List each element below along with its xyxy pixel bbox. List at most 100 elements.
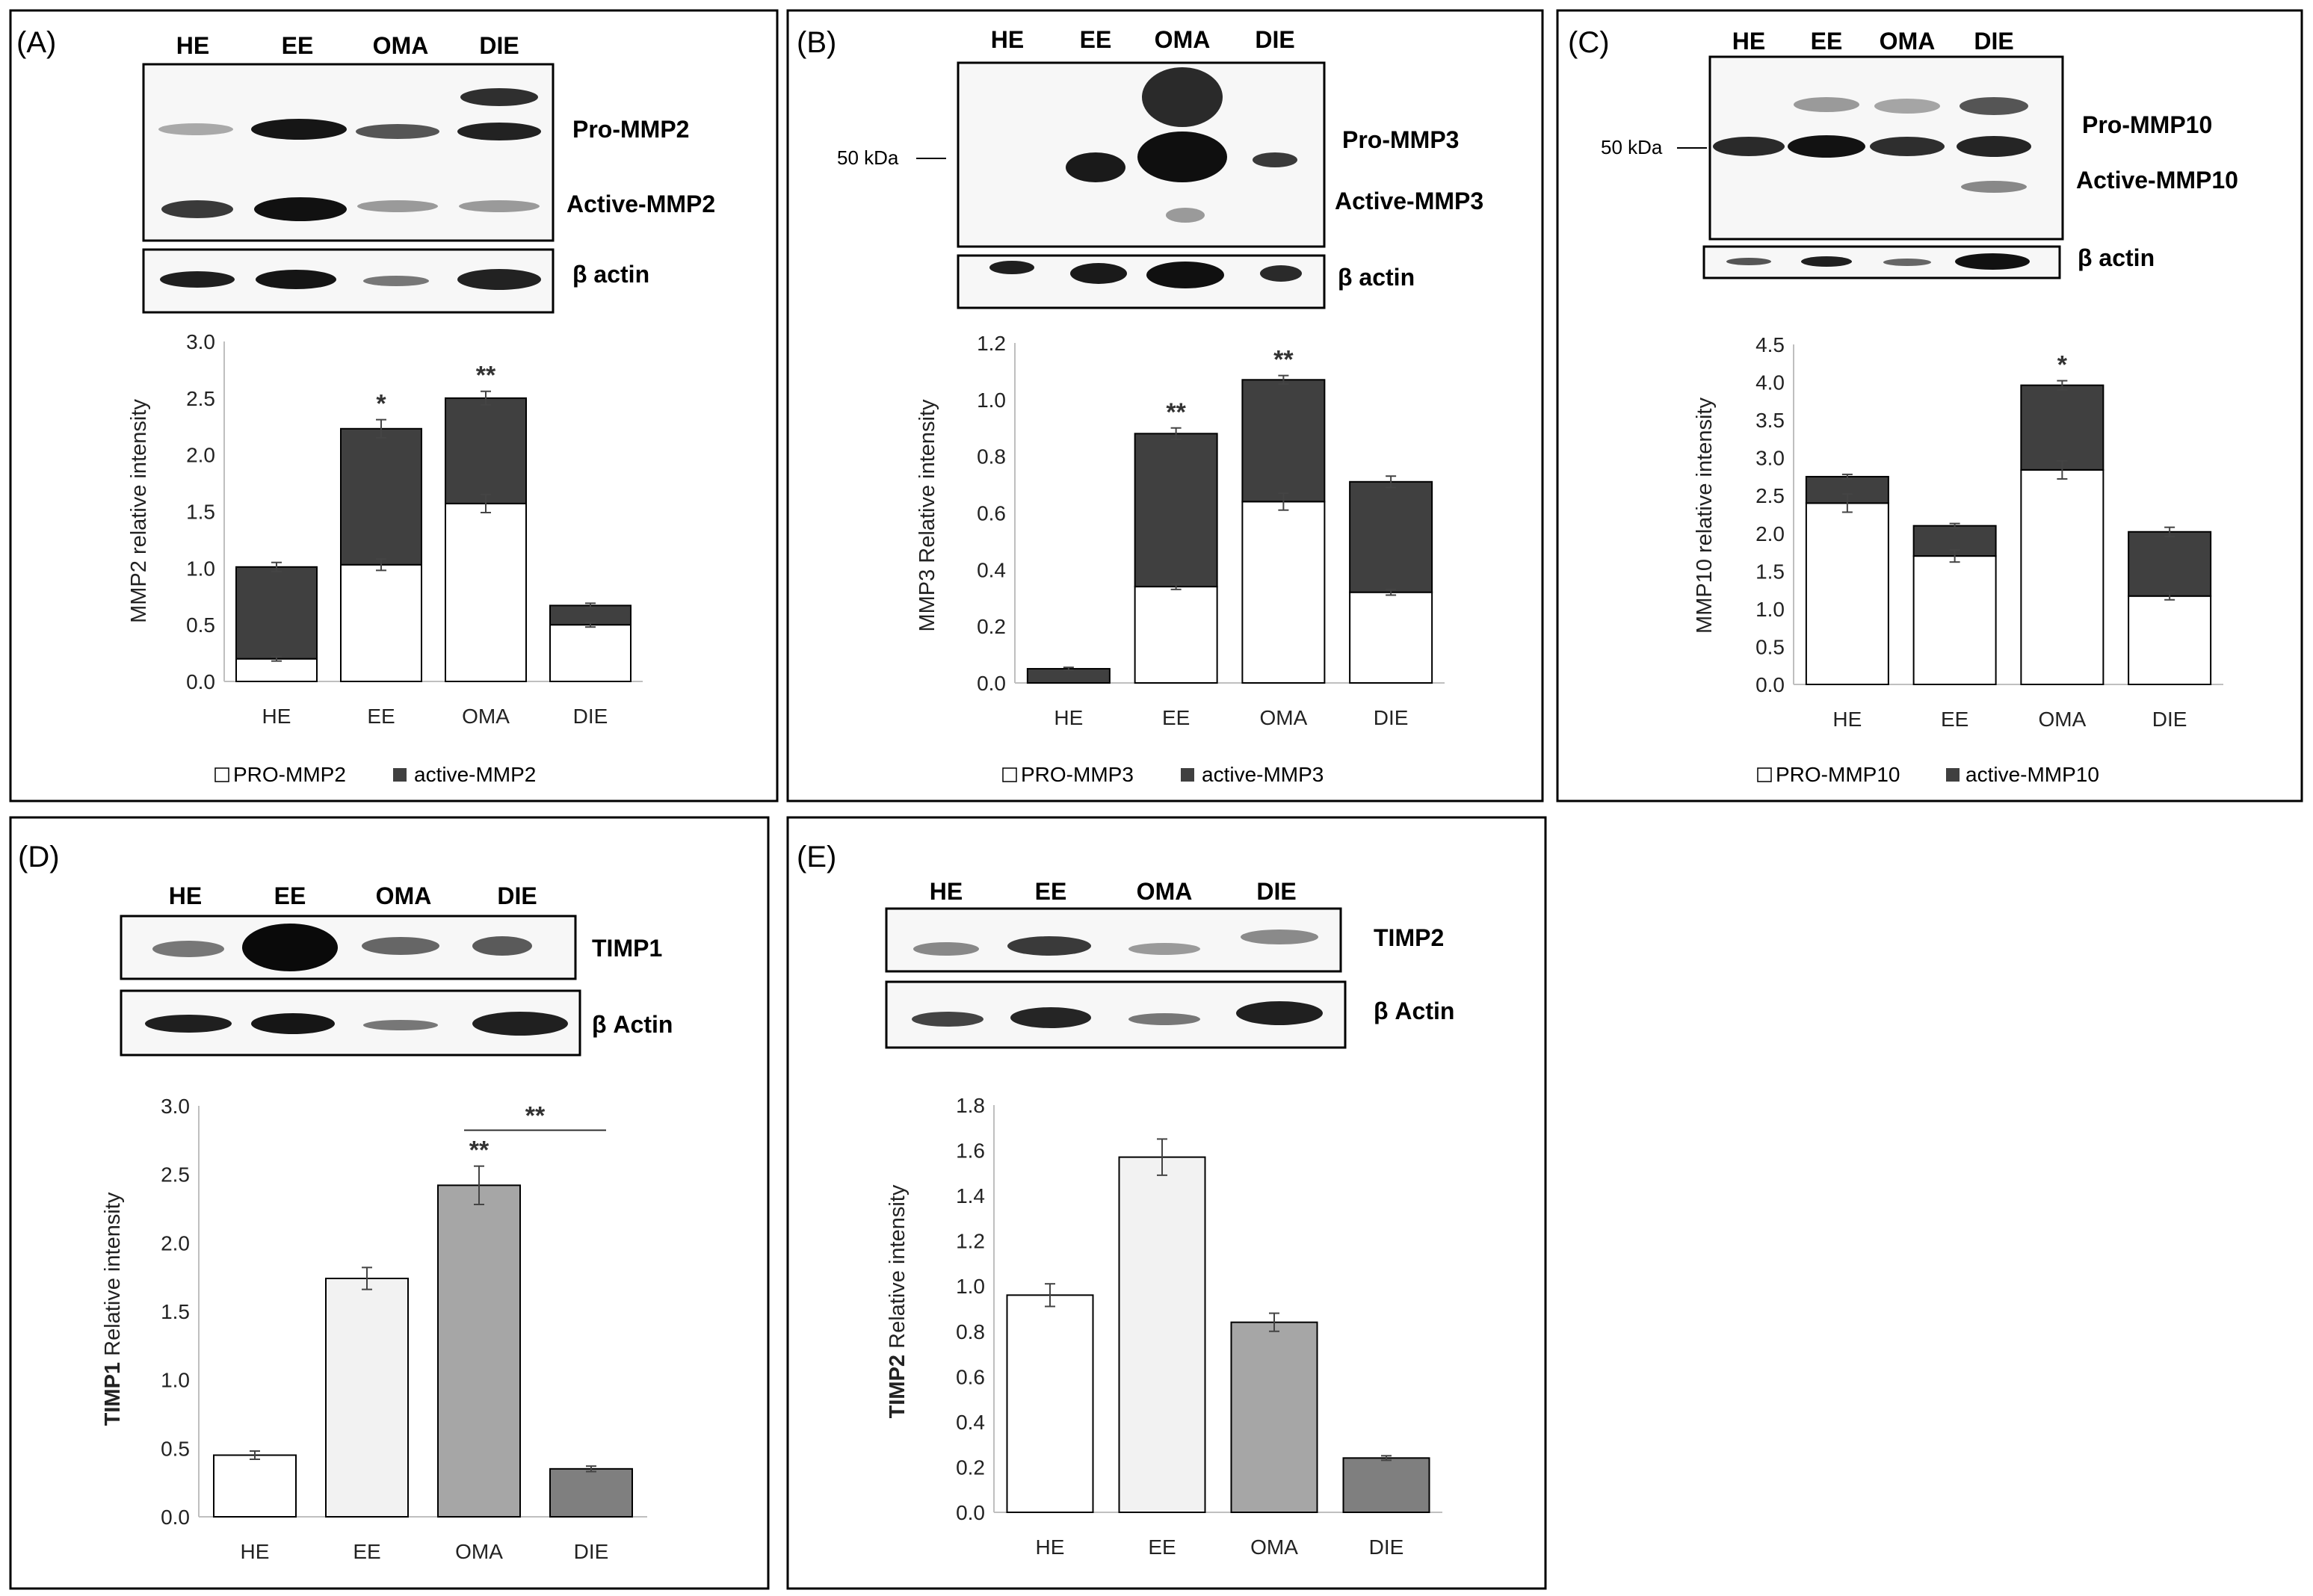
y-tick-label: 2.0 (161, 1231, 190, 1255)
panel-d-label: (D) (18, 841, 60, 873)
bar-segment-active (445, 397, 527, 504)
panel-c-blot: HE EE OMA DIE 50 kDa Pro-MMP10 Active-MM… (1601, 28, 2238, 279)
blot-band (254, 197, 347, 221)
marker-label: 50 kDa (837, 146, 899, 169)
x-tick-label: OMA (455, 1540, 503, 1563)
significance-label: ** (525, 1102, 546, 1130)
blot-band (1955, 253, 2030, 270)
lane-label-he: HE (991, 26, 1024, 53)
blot-band (251, 1013, 335, 1034)
blot-band (1713, 137, 1785, 156)
y-tick-label: 0.0 (186, 670, 215, 693)
lane-label-he: HE (930, 878, 963, 905)
lane-label-ee: EE (1811, 28, 1843, 55)
bar-segment-active (1241, 379, 1326, 503)
y-tick-label: 2.5 (161, 1163, 190, 1187)
blot-band (158, 123, 233, 135)
blot-band (1128, 1013, 1200, 1025)
legend-label-pro: PRO-MMP3 (1021, 763, 1134, 786)
blot-band (1794, 97, 1859, 112)
bar-segment-pro (1134, 586, 1218, 684)
x-tick-label: HE (262, 705, 291, 728)
y-axis-label: MMP3 Relative intensity (915, 399, 939, 632)
blot-band (457, 123, 541, 140)
bar-segment-pro (2020, 468, 2104, 685)
blot-band (1241, 930, 1318, 944)
blot-band (1166, 208, 1205, 223)
blot-band (1236, 1001, 1323, 1025)
panel-d-blot: HE EE OMA DIE TIMP1 β Actin (120, 882, 673, 1057)
band-label-pro: Pro-MMP10 (2082, 111, 2212, 138)
x-tick-label: EE (1162, 706, 1190, 729)
lane-label-die: DIE (479, 32, 519, 59)
y-tick-label: 1.5 (1755, 560, 1785, 583)
bar-segment-active (235, 566, 318, 660)
band-label-pro: Pro-MMP3 (1342, 126, 1459, 153)
lane-label-oma: OMA (1880, 28, 1936, 55)
lane-label-he: HE (169, 882, 202, 909)
y-tick-label: 0.0 (956, 1501, 985, 1524)
blot-band (251, 119, 347, 140)
bar (1118, 1156, 1206, 1514)
significance-label: * (376, 390, 386, 418)
x-tick-label: HE (241, 1540, 270, 1563)
significance-label: * (2057, 351, 2068, 380)
band-label-active: Active-MMP10 (2076, 167, 2238, 194)
y-tick-label: 0.4 (956, 1411, 985, 1434)
legend-label-pro: PRO-MMP2 (233, 763, 346, 786)
legend-swatch-active (1181, 768, 1194, 782)
bar (1230, 1321, 1318, 1513)
bar (549, 1467, 633, 1518)
band-label-active: Active-MMP2 (566, 191, 715, 217)
bar (1342, 1457, 1430, 1514)
blot-band (1870, 137, 1945, 156)
blot-band (362, 937, 439, 955)
bar-segment-active (1349, 480, 1433, 593)
blot-band (1066, 152, 1125, 182)
y-tick-label: 4.5 (1755, 333, 1785, 356)
loading-label: β actin (2078, 244, 2155, 271)
y-tick-label: 3.0 (186, 330, 215, 353)
blot-band (242, 924, 338, 971)
x-tick-label: EE (353, 1540, 380, 1563)
y-tick-label: 0.6 (956, 1365, 985, 1388)
y-tick-label: 3.0 (1755, 447, 1785, 470)
bar-segment-active (2128, 531, 2212, 597)
x-tick-label: EE (367, 705, 395, 728)
bar-segment-active (2020, 384, 2104, 471)
blot-band (1788, 135, 1865, 158)
significance-label: ** (1166, 398, 1186, 427)
panel-e-label: (E) (797, 841, 836, 873)
bar-segment-pro (1349, 591, 1433, 684)
panel-d-chart: 0.0 0.5 1.0 1.5 2.0 2.5 3.0 HE EE OMA DIE ** ** TIMP1… (101, 1095, 647, 1563)
lane-label-ee: EE (282, 32, 314, 59)
blot-band (1007, 936, 1091, 956)
panel-c-label: (C) (1568, 26, 1610, 59)
y-tick-label: 1.6 (956, 1139, 985, 1163)
y-tick-label: 1.0 (161, 1369, 190, 1392)
blot-band (1142, 67, 1223, 127)
panel-e-chart: 0.0 0.2 0.4 0.6 0.8 1.0 1.2 1.4 1.6 1.8 HE EE OMA DIE… (886, 1094, 1442, 1559)
band-label-timp: TIMP2 (1374, 924, 1444, 951)
lane-label-oma: OMA (373, 32, 429, 59)
x-tick-label: DIE (1369, 1535, 1404, 1559)
x-tick-label: HE (1036, 1535, 1065, 1559)
panel-b-chart: 0.0 0.2 0.4 0.6 0.8 1.0 1.2 HE EE OMA DIE ** ** MMP3 … (915, 332, 1445, 729)
legend-label-active: active-MMP3 (1202, 763, 1324, 786)
timp2-blot-frame (885, 907, 1342, 973)
blot-band (256, 270, 336, 289)
panel-c: (C) HE EE OMA DIE 50 kDa Pro-MMP10 Activ… (1556, 9, 2303, 802)
band-label-pro: Pro-MMP2 (572, 116, 689, 143)
loading-label: β actin (1338, 264, 1415, 291)
legend-label-pro: PRO-MMP10 (1776, 763, 1900, 786)
y-tick-label: 0.0 (161, 1506, 190, 1529)
x-tick-label: HE (1054, 706, 1083, 729)
y-tick-label: 1.5 (161, 1300, 190, 1323)
legend-label-active: active-MMP2 (414, 763, 536, 786)
significance-label: ** (1273, 346, 1294, 374)
blot-band (460, 88, 538, 106)
blot-band (1070, 263, 1127, 284)
y-axis-label-bold: TIMP1 (101, 1356, 125, 1426)
y-tick-label: 3.0 (161, 1095, 190, 1118)
